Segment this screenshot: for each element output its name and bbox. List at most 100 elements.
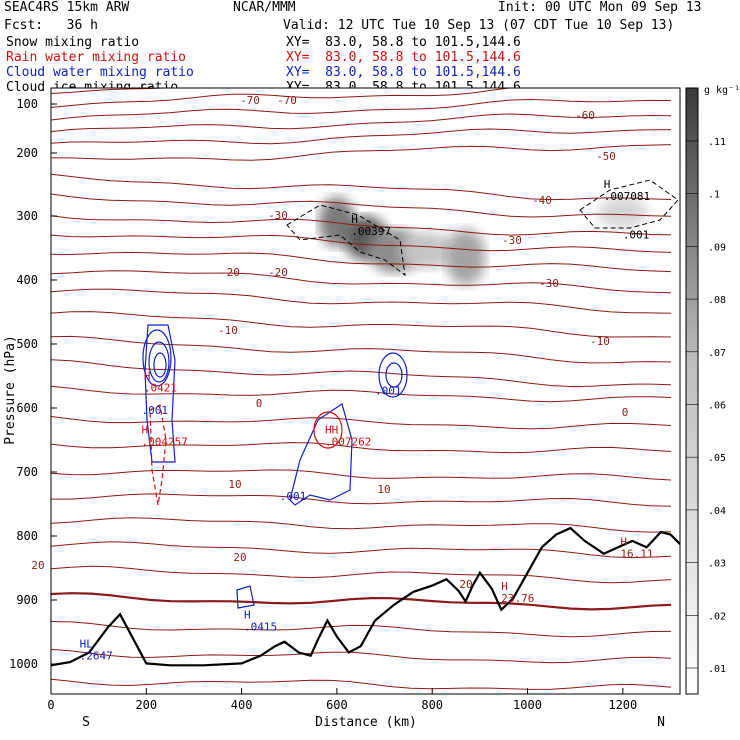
y-tick-label: 700 — [16, 465, 38, 479]
extremum-value: .00397 — [351, 225, 391, 238]
y-tick-label: 900 — [16, 593, 38, 607]
isotherm — [51, 193, 672, 218]
isotherm-label: 20 — [31, 559, 44, 572]
y-tick-label: 600 — [16, 401, 38, 415]
isotherm — [51, 565, 672, 584]
isotherm — [51, 385, 672, 403]
isotherm — [51, 416, 672, 430]
extremum-value: .001 — [375, 385, 402, 398]
cloud-ice-contour — [286, 204, 406, 277]
north-label: N — [657, 715, 665, 730]
hydrometeor-contours — [142, 179, 679, 609]
field-label-snow: Snow mixing ratio — [6, 35, 140, 50]
isotherm — [51, 311, 672, 338]
x-tick-label: 1000 — [513, 698, 542, 712]
colorbar-bar — [685, 87, 699, 695]
colorbar-tick-label: .08 — [708, 295, 726, 306]
x-tick-label: 1200 — [608, 698, 637, 712]
cloud-water-contour — [378, 352, 408, 398]
colorbar-tick-label: .06 — [708, 401, 726, 412]
x-tick-label: 200 — [135, 698, 157, 712]
extremum-value: .001 — [142, 404, 169, 417]
y-axis-label: Pressure (hPa) — [3, 335, 18, 445]
isotherm — [51, 469, 672, 481]
valid-time: Valid: 12 UTC Tue 10 Sep 13 (07 CDT Tue … — [283, 18, 675, 33]
snow-blob — [445, 229, 486, 286]
extremum-mark: HL — [80, 637, 94, 650]
colorbar-tick-label: .1 — [708, 190, 720, 201]
isotherm — [51, 442, 672, 454]
y-tick-label: 300 — [16, 209, 38, 223]
extremum-mark: H — [501, 580, 508, 593]
isotherm — [51, 517, 672, 533]
isotherm — [51, 215, 672, 236]
isotherm-label: -50 — [596, 150, 616, 163]
isotherm-label: -20 — [220, 266, 240, 279]
extremum-value: .007262 — [325, 436, 371, 449]
isotherm-label: -30 — [539, 277, 559, 290]
cloud-ice-contour — [579, 179, 679, 229]
y-tick-label: 500 — [16, 337, 38, 351]
cloud-water-contour — [236, 585, 255, 609]
extremum-value: .001 — [280, 490, 307, 503]
contour-labels: -70 -70 -60 -50 -40 -30 -30 -30 -20 -20 -10 -10 0 0 10… — [31, 94, 653, 662]
isotherm — [51, 493, 672, 507]
field-label-cloud-water: Cloud water mixing ratio — [6, 65, 194, 80]
x-tick-label: 0 — [47, 698, 54, 712]
extremum-mark: H — [604, 178, 611, 191]
isotherm-label: 20 — [233, 551, 246, 564]
y-tick-label: 200 — [16, 146, 38, 160]
temperature-contours — [51, 88, 672, 690]
y-tick-label: 100 — [16, 97, 38, 111]
plot-frame — [50, 87, 681, 695]
isotherm-label: 10 — [377, 483, 390, 496]
isotherm — [51, 592, 672, 611]
forecast-hour: Fcst: 36 h — [4, 18, 98, 33]
colorbar-tick-label: .09 — [708, 242, 726, 253]
extremum-value: .0415 — [244, 621, 277, 634]
y-tick-label: 1000 — [9, 657, 38, 671]
field-xy-cloud-water: XY= 83.0, 58.8 to 101.5,144.6 — [286, 65, 521, 80]
isotherm — [51, 251, 672, 273]
cloud-water-contour — [142, 329, 172, 387]
isotherm — [51, 88, 514, 108]
extremum-mark: H — [351, 213, 358, 226]
x-axis-label: Distance (km) — [315, 715, 417, 730]
isotherm — [51, 678, 672, 690]
isotherm — [51, 128, 672, 145]
colorbar-tick-label: .07 — [708, 348, 726, 359]
x-tick-label: 800 — [421, 698, 443, 712]
isotherm — [51, 288, 672, 314]
isotherm-label: 20 — [459, 578, 472, 591]
isotherm — [51, 173, 672, 201]
colorbar-tick-label: .03 — [708, 559, 726, 570]
cloud-water-contour — [148, 341, 170, 383]
isotherm-label: -60 — [575, 109, 595, 122]
terrain-line — [51, 526, 680, 667]
colorbar-tick-label: .04 — [708, 506, 726, 517]
colorbar: g kg⁻¹ .01 .02 .03 .04 .05 .06 .07 .08 .09 .1 .11 — [685, 85, 740, 695]
colorbar-tick-label: .02 — [708, 611, 726, 622]
terrain — [51, 526, 680, 667]
extremum-value: .004257 — [142, 436, 188, 449]
field-xy-snow: XY= 83.0, 58.8 to 101.5,144.6 — [286, 35, 521, 50]
isotherm-label: -40 — [532, 194, 552, 207]
isotherm-label: -30 — [268, 209, 288, 222]
snow-shading — [318, 196, 648, 286]
rain-contour — [313, 411, 343, 449]
extremum-value: .2647 — [80, 649, 113, 662]
snow-blob — [399, 232, 456, 269]
field-xy-rain: XY= 83.0, 58.8 to 101.5,144.6 — [286, 50, 521, 65]
field-label-rain: Rain water mixing ratio — [6, 50, 187, 65]
isotherm — [51, 98, 672, 121]
isotherm-label: -30 — [502, 234, 522, 247]
isotherm — [51, 648, 672, 664]
init-time: Init: 00 UTC Mon 09 Sep 13 — [498, 0, 702, 15]
x-tick-label: 600 — [326, 698, 348, 712]
y-tick-label: 800 — [16, 529, 38, 543]
cloud-water-contour — [153, 352, 167, 378]
isotherm — [51, 270, 672, 294]
isotherm — [51, 621, 672, 638]
